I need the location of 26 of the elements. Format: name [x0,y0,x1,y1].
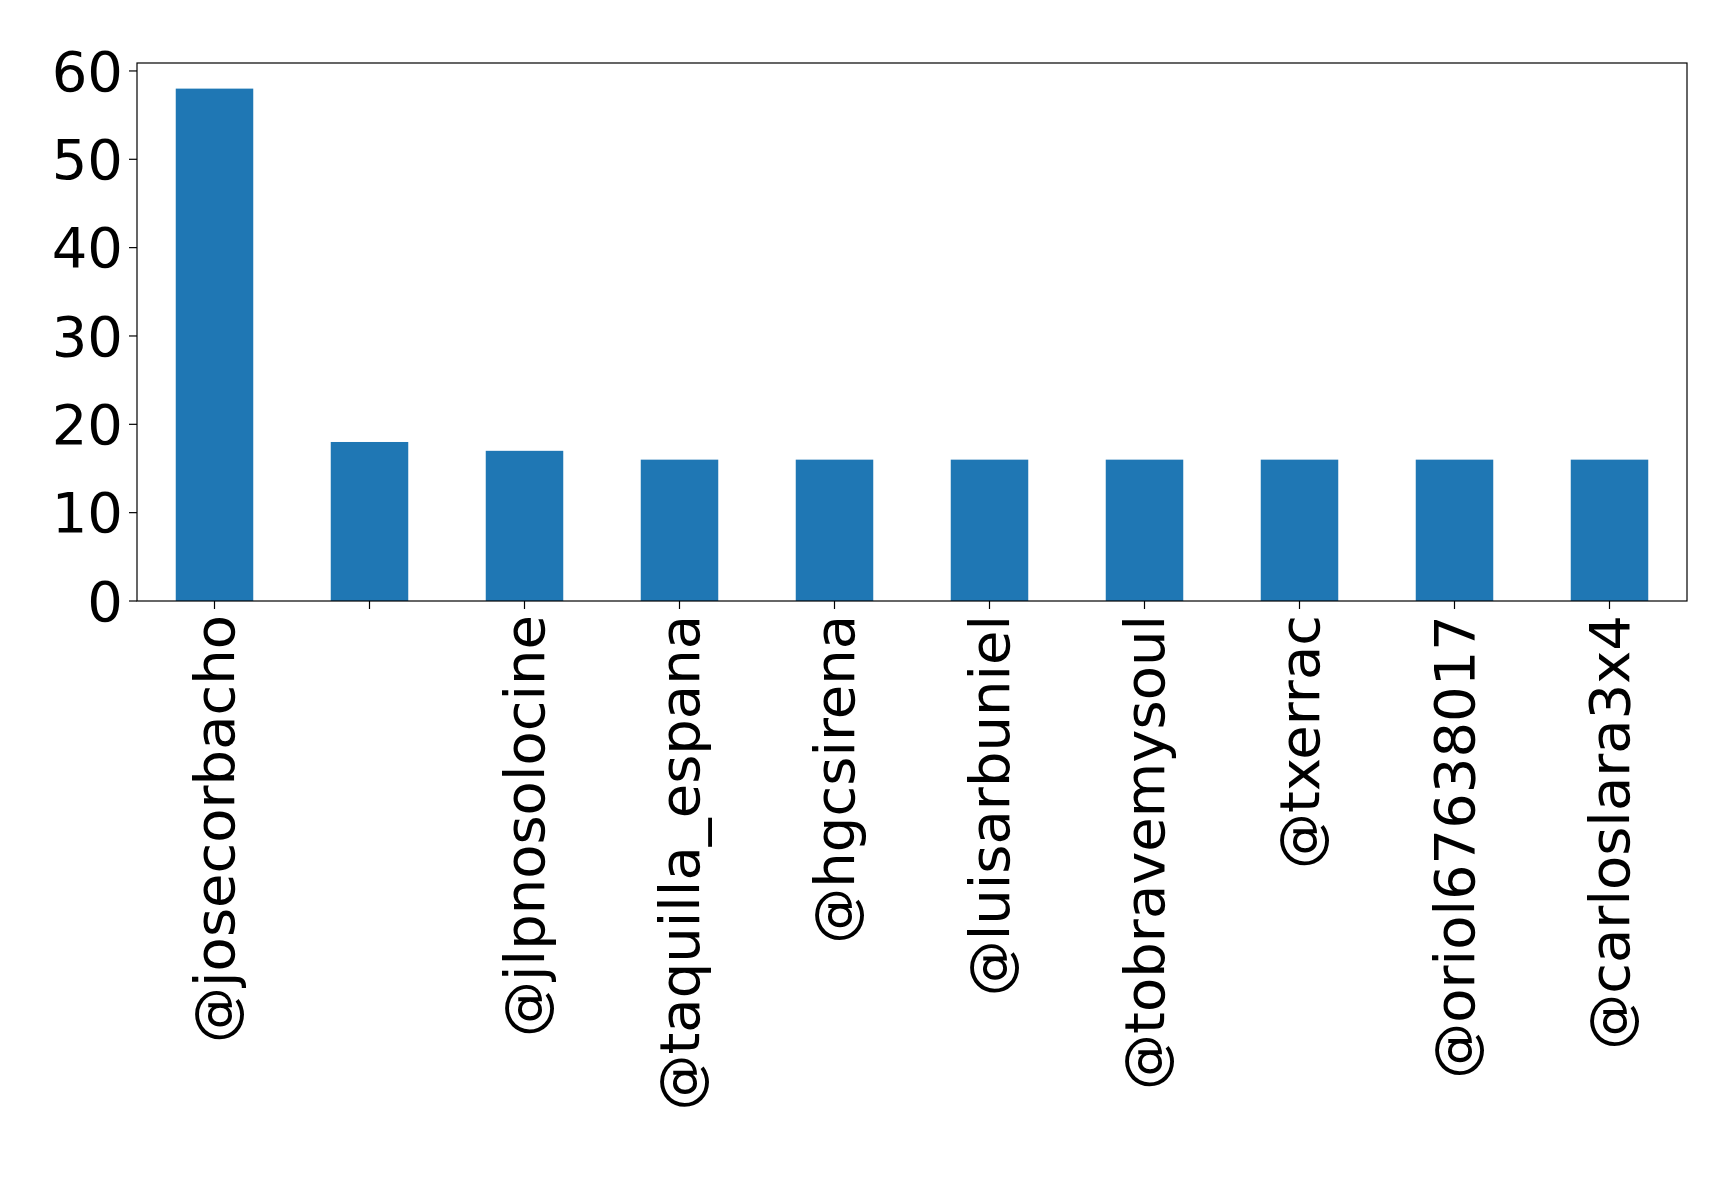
x-tick-label: @hgcsirena [802,615,868,944]
bar [1105,459,1184,601]
bar [1260,459,1339,601]
bar [950,459,1029,601]
x-tick-label: @taquilla_espana [647,615,713,1111]
y-tick-label: 60 [51,38,123,104]
x-tick-label: @josecorbacho [182,615,248,1043]
bar [1570,459,1649,601]
y-tick-label: 20 [51,391,123,457]
y-tick-label: 30 [51,303,123,369]
y-tick-label: 0 [87,568,123,634]
bar [795,459,874,601]
bar [485,450,564,601]
bar [640,459,719,601]
x-tick-label: @jlpnosolocine [492,615,558,1037]
x-tick-label: @txerrac [1267,615,1333,869]
y-tick-label: 50 [51,126,123,192]
bar [175,88,254,601]
x-tick-label: @tobravemysoul [1112,615,1178,1090]
x-tick-label: @oriol67638017 [1422,615,1488,1079]
bar [1415,459,1494,601]
x-tick-label: @carloslara3x4 [1577,615,1643,1050]
y-tick-label: 40 [51,215,123,281]
bar [330,441,409,601]
y-tick-label: 10 [51,480,123,546]
x-tick-label: @luisarbuniel [957,615,1023,997]
